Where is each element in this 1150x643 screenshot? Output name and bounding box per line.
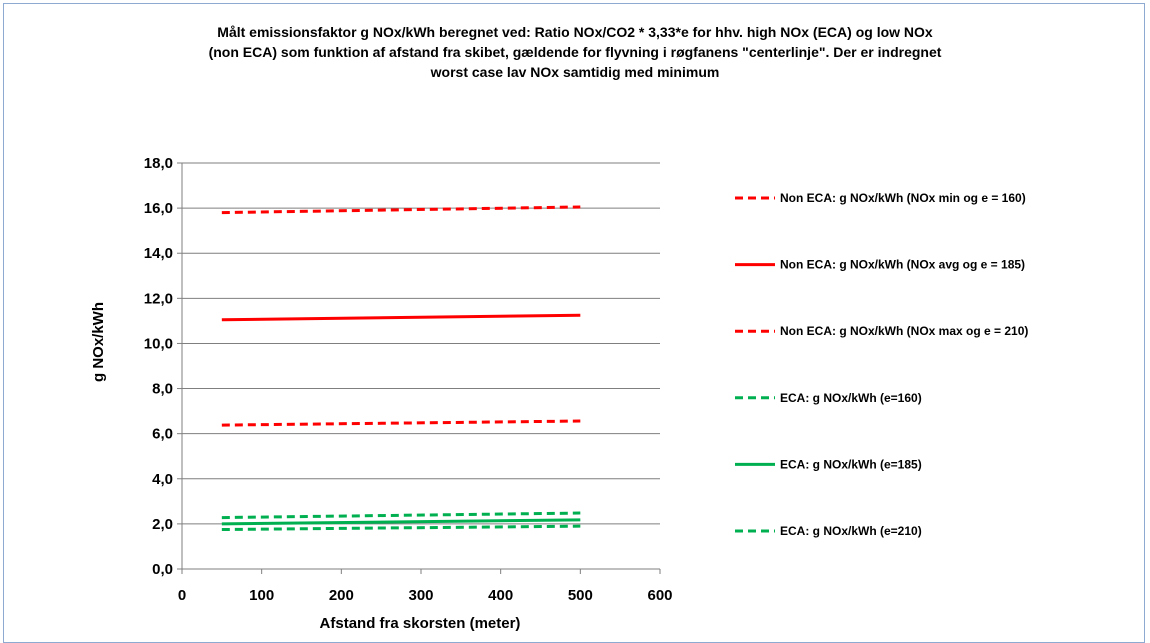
y-tick-label: 18,0 xyxy=(144,155,173,172)
legend: Non ECA: g NOx/kWh (NOx min og e = 160) N… xyxy=(735,191,1028,538)
legend-label-5: ECA: g NOx/kWh (e=185) xyxy=(780,457,922,471)
series-line-3 xyxy=(221,419,581,427)
chart-title: Målt emissionsfaktor g NOx/kWh beregnet … xyxy=(0,22,1150,82)
x-tick-label: 400 xyxy=(488,587,513,604)
y-tick-label: 8,0 xyxy=(152,381,173,398)
legend-label-2: Non ECA: g NOx/kWh (NOx avg og e = 185) xyxy=(780,258,1025,272)
chart-title-line-2: (non ECA) som funktion af afstand fra sk… xyxy=(208,44,942,60)
y-tick-label: 0,0 xyxy=(152,561,173,578)
y-tick-label: 14,0 xyxy=(144,245,173,262)
tick-labels: 0,0 2,0 4,0 6,0 8,0 10,0 12,0 14,0 16,0 18,0 0 100 2… xyxy=(144,155,673,604)
series-line-6 xyxy=(221,524,581,532)
x-tick-label: 300 xyxy=(408,587,433,604)
x-tick-label: 100 xyxy=(249,587,274,604)
series-line-1 xyxy=(221,205,581,215)
x-tick-label: 200 xyxy=(329,587,354,604)
x-axis-label: Afstand fra skorsten (meter) xyxy=(320,615,521,632)
x-tick-label: 600 xyxy=(647,587,672,604)
series-line-4 xyxy=(221,511,581,520)
legend-label-3: Non ECA: g NOx/kWh (NOx max og e = 210) xyxy=(780,324,1028,338)
y-tick-label: 6,0 xyxy=(152,426,173,443)
y-tick-label: 16,0 xyxy=(144,200,173,217)
legend-label-6: ECA: g NOx/kWh (e=210) xyxy=(780,524,922,538)
chart-title-line-1: Målt emissionsfaktor g NOx/kWh beregnet … xyxy=(217,24,933,40)
x-tick-label: 500 xyxy=(568,587,593,604)
y-tick-label: 4,0 xyxy=(152,471,173,488)
x-tick-label: 0 xyxy=(178,587,186,604)
y-tick-label: 2,0 xyxy=(152,516,173,533)
y-axis-label: g NOx/kWh xyxy=(90,302,107,382)
y-tick-label: 12,0 xyxy=(144,290,173,307)
grid-lines xyxy=(182,162,660,525)
legend-label-1: Non ECA: g NOx/kWh (NOx min og e = 160) xyxy=(780,191,1026,205)
chart-frame xyxy=(3,3,1145,643)
y-tick-label: 10,0 xyxy=(144,335,173,352)
series-lines xyxy=(221,205,581,532)
legend-label-4: ECA: g NOx/kWh (e=160) xyxy=(780,391,922,405)
series-line-2 xyxy=(221,313,581,322)
series-line-5 xyxy=(221,518,581,526)
axes xyxy=(177,162,661,574)
chart-title-line-3: worst case lav NOx samtidig med minimum xyxy=(430,64,720,80)
